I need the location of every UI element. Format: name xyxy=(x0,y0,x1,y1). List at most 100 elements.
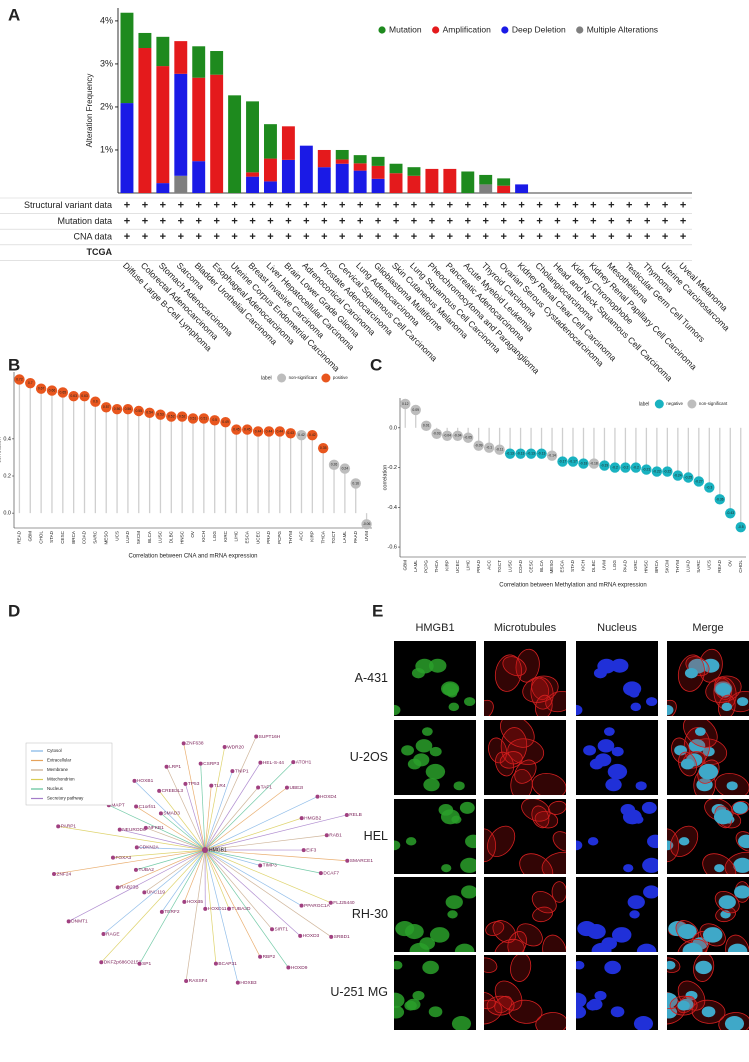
x-tick-label: LUAD xyxy=(125,530,130,543)
network-edge xyxy=(204,849,239,983)
cell-nucleus xyxy=(734,885,749,899)
micrograph-content xyxy=(576,801,658,873)
network-node xyxy=(235,980,240,985)
network-node-label: WDR20 xyxy=(227,744,244,750)
legend-label: Mutation xyxy=(389,24,422,34)
x-tick-label: SKCM xyxy=(665,560,670,573)
row-symbol: + xyxy=(572,215,578,227)
bar-segment xyxy=(120,12,134,104)
cell-nucleus xyxy=(401,745,414,756)
x-tick-label: ACC xyxy=(299,530,304,540)
micrograph xyxy=(667,955,749,1030)
point xyxy=(672,470,684,481)
x-tick-label: LUSC xyxy=(507,559,512,572)
cell-nucleus xyxy=(605,778,622,792)
value-label: 0.6 xyxy=(93,400,98,404)
network-node xyxy=(184,978,189,983)
network-edge xyxy=(204,849,332,938)
bar-segment xyxy=(425,168,439,193)
cell-nucleus xyxy=(576,840,583,851)
network-edge xyxy=(108,804,206,851)
row-symbol: + xyxy=(590,200,596,212)
x-tick-label: THYM xyxy=(675,560,680,573)
row-symbol: + xyxy=(357,215,363,227)
network-node xyxy=(315,794,320,799)
x-tick-label: PCPG xyxy=(277,531,282,544)
x-tick-label: SARC xyxy=(93,530,98,543)
cell-nucleus xyxy=(429,927,450,943)
bar-segment xyxy=(210,51,224,75)
network-node xyxy=(258,954,263,959)
row-symbol: + xyxy=(465,200,471,212)
x-tick-label: LAML xyxy=(342,531,347,543)
cell-nucleus xyxy=(459,801,475,814)
point xyxy=(144,407,155,419)
cell-cytoskeleton xyxy=(484,699,494,716)
cell-nucleus xyxy=(394,1005,405,1019)
point xyxy=(400,398,411,410)
network-edge xyxy=(204,849,273,930)
row-symbol: + xyxy=(339,231,345,243)
value-label: -0.18 xyxy=(580,461,588,465)
row-symbol: + xyxy=(375,200,381,212)
row-symbol: + xyxy=(465,231,471,243)
x-tick-label: TGCT xyxy=(497,560,502,573)
micrograph-content xyxy=(667,955,749,1030)
network-edge xyxy=(68,849,206,922)
point xyxy=(494,444,505,455)
network-edge xyxy=(160,813,206,851)
cell-nucleus xyxy=(627,895,645,910)
row-symbol: + xyxy=(124,200,130,212)
network-node-label: C1orf41 xyxy=(139,804,156,810)
network-legend-label: Nucleus xyxy=(47,786,64,791)
bar-segment xyxy=(138,32,152,49)
cell-nucleus xyxy=(647,834,658,849)
value-label: -0.13 xyxy=(506,452,514,456)
cell-nucleus xyxy=(603,727,615,736)
y-tick-label: 4% xyxy=(100,15,113,25)
x-tick-label: THCA xyxy=(320,530,325,543)
row-symbol: + xyxy=(518,231,524,243)
column-header: HMGB1 xyxy=(415,622,454,634)
value-label: 0.5 xyxy=(212,418,217,422)
y-tick-label: -0.2 xyxy=(388,465,397,471)
x-tick-label: LGG xyxy=(212,531,217,541)
network-node xyxy=(256,785,261,790)
cell-nucleus xyxy=(576,960,585,970)
point xyxy=(525,448,537,459)
bar-segment xyxy=(246,176,259,193)
legend-label: positive xyxy=(333,375,348,380)
point xyxy=(578,458,589,469)
legend-title: label xyxy=(639,401,650,407)
row-label: RH-30 xyxy=(352,907,388,921)
row-symbol: + xyxy=(429,215,435,227)
x-tick-label: HNSC xyxy=(644,559,649,573)
network-node xyxy=(230,769,235,774)
value-label: -0.17 xyxy=(559,459,567,463)
network-node xyxy=(329,934,334,939)
cell-nucleus xyxy=(429,746,442,757)
bar-segment xyxy=(389,163,403,174)
x-tick-label: ESCA xyxy=(244,530,249,543)
row-symbol: + xyxy=(178,215,184,227)
cell-nucleus xyxy=(440,809,460,825)
y-tick-label: 2% xyxy=(100,101,113,111)
point xyxy=(285,428,296,439)
cell-cytoskeleton xyxy=(508,999,543,1024)
network-node-label: NEUROD6 xyxy=(122,827,146,833)
cell-nucleus xyxy=(624,682,641,696)
network-node-label: HOXD3 xyxy=(303,933,320,939)
row-label: HEL xyxy=(364,829,388,843)
network-node xyxy=(181,741,186,746)
row-symbol: + xyxy=(608,215,614,227)
network-node xyxy=(134,845,139,850)
row-label: CNA data xyxy=(73,231,112,241)
micrograph xyxy=(667,720,749,795)
network-node-label: RBP2 xyxy=(263,954,276,960)
network-node-label: TLR4 xyxy=(214,783,226,789)
network-node xyxy=(299,903,304,908)
point xyxy=(546,450,558,461)
x-tick-label: COAD xyxy=(518,559,523,573)
bar-segment xyxy=(371,165,385,179)
bar-segment xyxy=(281,159,295,193)
